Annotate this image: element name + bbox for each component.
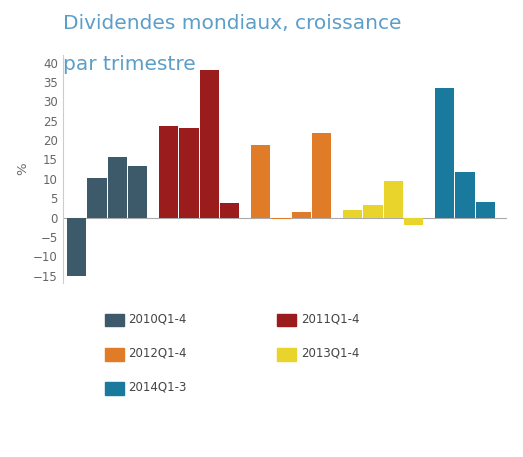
Bar xyxy=(220,203,239,218)
Bar xyxy=(456,172,474,218)
Bar xyxy=(363,206,383,218)
Text: 2010Q1-4: 2010Q1-4 xyxy=(128,312,187,325)
Bar xyxy=(252,145,270,218)
Text: 2014Q1-3: 2014Q1-3 xyxy=(128,381,187,393)
Bar xyxy=(435,88,454,218)
Bar xyxy=(160,126,178,218)
Text: 2012Q1-4: 2012Q1-4 xyxy=(128,346,187,359)
Bar xyxy=(343,210,362,218)
Bar xyxy=(404,218,423,225)
Text: Dividendes mondiaux, croissance: Dividendes mondiaux, croissance xyxy=(63,14,401,33)
Text: 2011Q1-4: 2011Q1-4 xyxy=(301,312,359,325)
Bar xyxy=(87,178,107,218)
Bar xyxy=(383,181,403,218)
Bar xyxy=(128,166,147,218)
Bar xyxy=(475,202,495,218)
Bar xyxy=(179,128,199,218)
Bar xyxy=(108,157,127,218)
Bar xyxy=(67,218,86,276)
Text: 2013Q1-4: 2013Q1-4 xyxy=(301,346,359,359)
Bar xyxy=(312,133,331,218)
Bar xyxy=(200,69,219,218)
Y-axis label: %: % xyxy=(16,163,29,175)
Bar xyxy=(292,212,311,218)
Bar xyxy=(271,218,291,219)
Text: par trimestre: par trimestre xyxy=(63,55,196,74)
